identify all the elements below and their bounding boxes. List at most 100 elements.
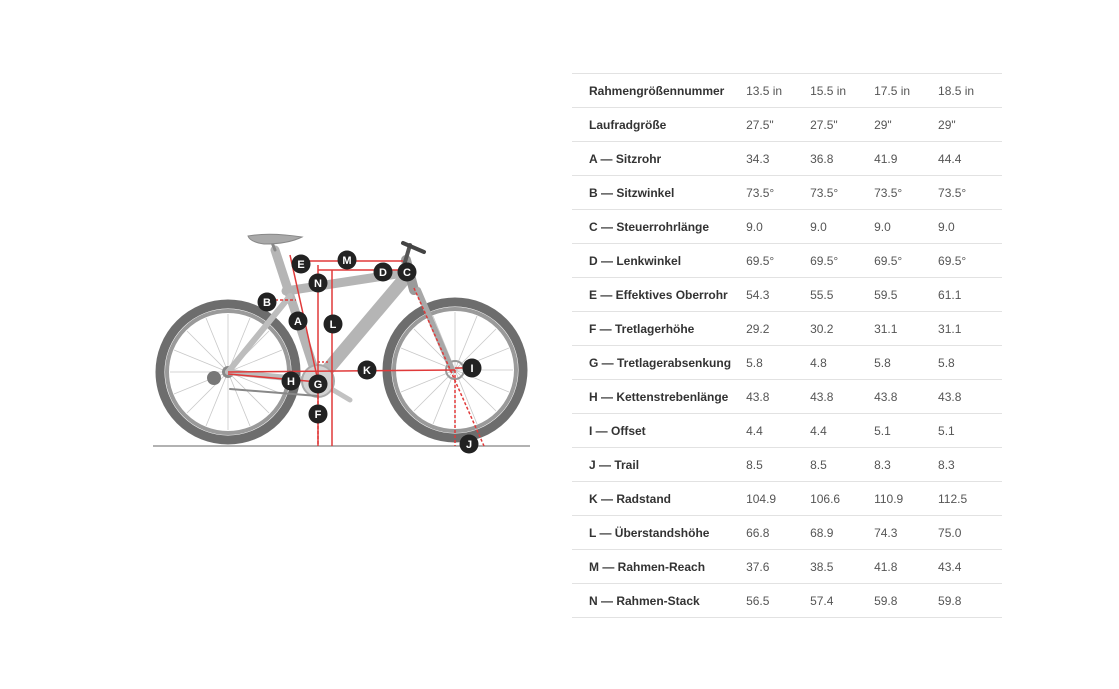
marker-h: H [281, 371, 301, 391]
size-17-5: 17.5 in [874, 73, 939, 108]
row-value: 9.0 [746, 209, 811, 244]
svg-text:E: E [297, 259, 304, 271]
svg-text:J: J [466, 439, 472, 451]
row-value: 43.4 [938, 549, 1002, 584]
row-value: 9.0 [938, 209, 1002, 244]
table-row: L — Überstandshöhe 66.8 68.9 74.3 75.0 [572, 515, 1002, 550]
row-value: 57.4 [810, 583, 875, 618]
row-label: M — Rahmen-Reach [572, 549, 747, 584]
row-value: 69.5° [938, 243, 1002, 278]
row-value: 54.3 [746, 277, 811, 312]
row-label: F — Tretlagerhöhe [572, 311, 747, 346]
svg-text:B: B [263, 297, 271, 309]
row-value: 5.8 [938, 345, 1002, 380]
row-value: 69.5° [874, 243, 939, 278]
row-value: 5.1 [874, 413, 939, 448]
marker-k: K [357, 360, 377, 380]
row-value: 9.0 [874, 209, 939, 244]
row-value: 5.8 [874, 345, 939, 380]
row-value: 29.2 [746, 311, 811, 346]
table-row: Laufradgröße 27.5" 27.5" 29" 29" [572, 107, 1002, 142]
row-label: H — Kettenstrebenlänge [572, 379, 747, 414]
marker-a: A [288, 311, 308, 331]
row-value: 110.9 [874, 481, 939, 516]
row-value: 29" [938, 107, 1002, 142]
row-value: 43.8 [874, 379, 939, 414]
svg-text:A: A [294, 316, 302, 328]
geometry-table: Rahmengrößennummer 13.5 in 15.5 in 17.5 … [572, 73, 1002, 618]
marker-c: C [397, 262, 417, 282]
row-value: 73.5° [746, 175, 811, 210]
marker-b: B [257, 292, 277, 312]
row-value: 8.3 [938, 447, 1002, 482]
svg-text:D: D [379, 267, 387, 279]
table-row: I — Offset 4.4 4.4 5.1 5.1 [572, 413, 1002, 448]
size-15-5: 15.5 in [810, 73, 875, 108]
row-value: 43.8 [810, 379, 875, 414]
marker-e: E [291, 254, 311, 274]
row-value: 34.3 [746, 141, 811, 176]
row-value: 8.3 [874, 447, 939, 482]
marker-i: I [462, 358, 482, 378]
row-value: 59.8 [938, 583, 1002, 618]
size-18-5: 18.5 in [938, 73, 1002, 108]
table-row: C — Steuerrohrlänge 9.0 9.0 9.0 9.0 [572, 209, 1002, 244]
row-value: 4.8 [810, 345, 875, 380]
geometry-table-body: Rahmengrößennummer 13.5 in 15.5 in 17.5 … [572, 73, 1002, 618]
row-value: 27.5" [746, 107, 811, 142]
marker-f: F [308, 404, 328, 424]
row-value: 55.5 [810, 277, 875, 312]
row-value: 73.5° [874, 175, 939, 210]
table-row: M — Rahmen-Reach 37.6 38.5 41.8 43.4 [572, 549, 1002, 584]
row-value: 43.8 [938, 379, 1002, 414]
table-row: F — Tretlagerhöhe 29.2 30.2 31.1 31.1 [572, 311, 1002, 346]
svg-text:I: I [470, 363, 473, 375]
row-label: A — Sitzrohr [572, 141, 747, 176]
table-row: H — Kettenstrebenlänge 43.8 43.8 43.8 43.8 [572, 379, 1002, 414]
row-value: 75.0 [938, 515, 1002, 550]
row-value: 69.5° [746, 243, 811, 278]
row-label: E — Effektives Oberrohr [572, 277, 747, 312]
header-row: Rahmengrößennummer 13.5 in 15.5 in 17.5 … [572, 73, 1002, 108]
row-value: 27.5" [810, 107, 875, 142]
row-value: 106.6 [810, 481, 875, 516]
row-value: 59.5 [874, 277, 939, 312]
svg-text:F: F [315, 409, 322, 421]
table-row: A — Sitzrohr 34.3 36.8 41.9 44.4 [572, 141, 1002, 176]
bike-geometry-diagram: E M D C N B A L K I H G F J [153, 233, 530, 454]
marker-d: D [373, 262, 393, 282]
row-label: B — Sitzwinkel [572, 175, 747, 210]
svg-text:G: G [314, 379, 323, 391]
table-row: N — Rahmen-Stack 56.5 57.4 59.8 59.8 [572, 583, 1002, 618]
svg-text:L: L [330, 319, 337, 331]
marker-n: N [308, 273, 328, 293]
row-label: G — Tretlagerabsenkung [572, 345, 747, 380]
table-row: G — Tretlagerabsenkung 5.8 4.8 5.8 5.8 [572, 345, 1002, 380]
row-value: 37.6 [746, 549, 811, 584]
row-value: 36.8 [810, 141, 875, 176]
row-value: 29" [874, 107, 939, 142]
marker-l: L [323, 314, 343, 334]
row-value: 68.9 [810, 515, 875, 550]
marker-g: G [308, 374, 328, 394]
row-value: 69.5° [810, 243, 875, 278]
size-13-5: 13.5 in [746, 73, 811, 108]
row-value: 61.1 [938, 277, 1002, 312]
table-row: B — Sitzwinkel 73.5° 73.5° 73.5° 73.5° [572, 175, 1002, 210]
table-row: K — Radstand 104.9 106.6 110.9 112.5 [572, 481, 1002, 516]
row-label: J — Trail [572, 447, 747, 482]
row-value: 5.8 [746, 345, 811, 380]
row-value: 41.9 [874, 141, 939, 176]
row-label: L — Überstandshöhe [572, 515, 747, 550]
row-label: D — Lenkwinkel [572, 243, 747, 278]
row-label: C — Steuerrohrlänge [572, 209, 747, 244]
row-value: 31.1 [938, 311, 1002, 346]
row-value: 44.4 [938, 141, 1002, 176]
row-value: 104.9 [746, 481, 811, 516]
row-label: K — Radstand [572, 481, 747, 516]
row-value: 30.2 [810, 311, 875, 346]
marker-m: M [337, 250, 357, 270]
row-value: 59.8 [874, 583, 939, 618]
row-value: 112.5 [938, 481, 1002, 516]
svg-text:N: N [314, 278, 322, 290]
